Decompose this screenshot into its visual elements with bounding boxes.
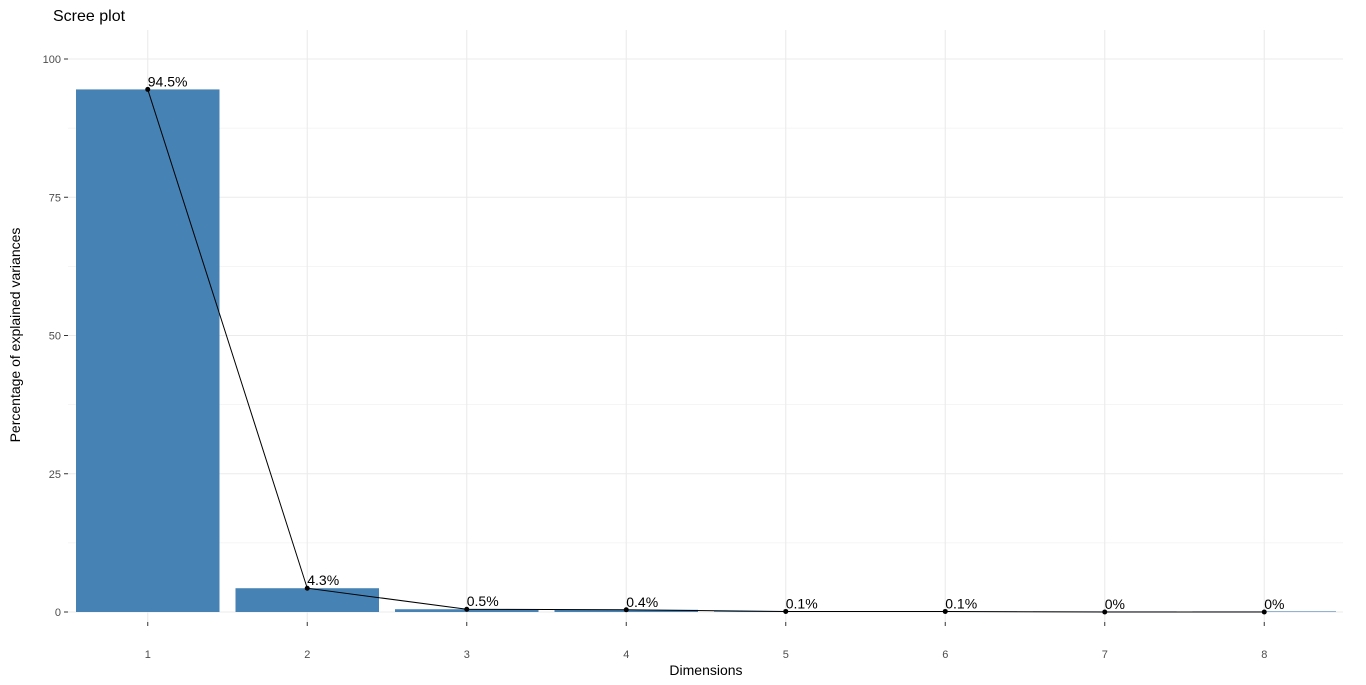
x-tick-label: 6 — [942, 649, 948, 661]
data-label: 0.1% — [945, 595, 977, 611]
grid-layer — [68, 30, 1343, 622]
x-tick-label: 4 — [623, 649, 629, 661]
data-point — [1261, 609, 1267, 615]
bar — [76, 89, 220, 613]
x-tick-label: 3 — [464, 649, 470, 661]
data-point — [623, 607, 629, 613]
labels-layer: 94.5% 4.3% 0.5% 0.4% 0.1% 0.1% 0% 0% — [148, 73, 1285, 612]
data-point — [464, 606, 470, 612]
y-axis-title: Percentage of explained variances — [7, 228, 23, 443]
axis-layer: 0 25 50 75 100 1 2 3 4 5 6 7 8 — [43, 54, 1268, 661]
data-point — [783, 608, 789, 614]
x-tick-label: 7 — [1102, 649, 1108, 661]
data-label: 0% — [1264, 596, 1284, 612]
data-label: 0.1% — [786, 595, 818, 611]
data-label: 94.5% — [148, 73, 188, 89]
y-tick-label: 0 — [55, 607, 61, 619]
y-tick-label: 50 — [49, 331, 61, 343]
data-point — [145, 86, 151, 92]
data-label: 0.4% — [626, 594, 658, 610]
variance-line — [147, 89, 1265, 613]
x-tick-label: 5 — [783, 649, 789, 661]
x-tick-label: 8 — [1261, 649, 1267, 661]
data-label: 0% — [1105, 596, 1125, 612]
y-tick-label: 25 — [49, 469, 61, 481]
data-point — [1102, 609, 1108, 615]
data-point — [304, 585, 310, 591]
bar — [235, 588, 379, 612]
y-tick-label: 100 — [43, 54, 61, 66]
data-label: 4.3% — [307, 572, 339, 588]
x-tick-label: 2 — [304, 649, 310, 661]
line-layer — [145, 86, 1267, 615]
chart-title: Scree plot — [53, 8, 126, 25]
x-axis-title: Dimensions — [669, 662, 742, 678]
x-tick-label: 1 — [145, 649, 151, 661]
data-point — [942, 608, 948, 614]
bars-layer — [76, 89, 1336, 613]
data-label: 0.5% — [467, 593, 499, 609]
y-tick-label: 75 — [49, 192, 61, 204]
